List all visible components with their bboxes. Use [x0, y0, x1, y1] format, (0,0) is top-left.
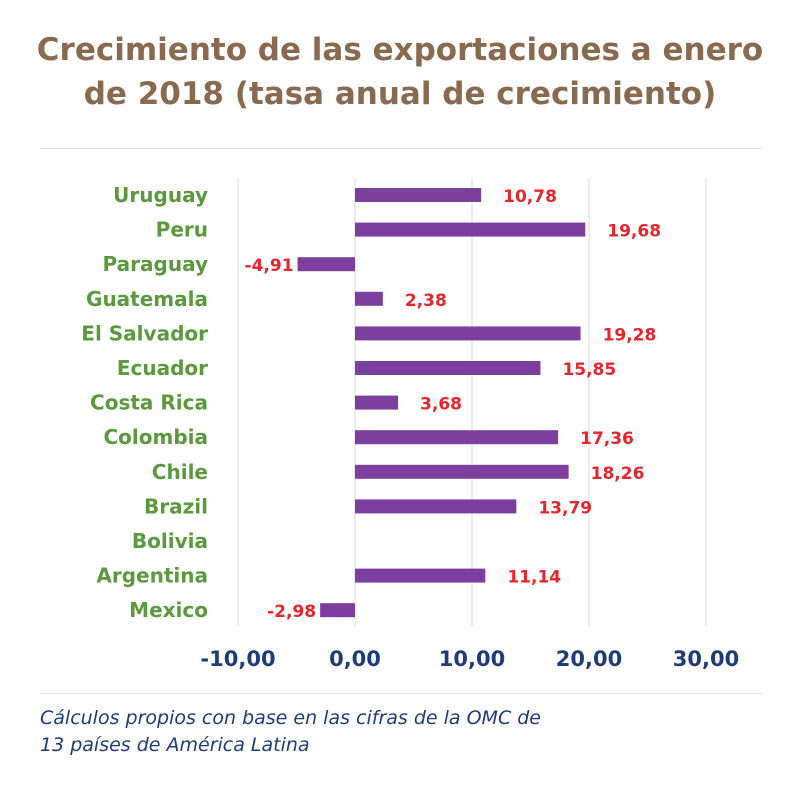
bar	[355, 568, 486, 583]
bars	[297, 188, 586, 618]
category-label: Guatemala	[86, 287, 208, 311]
top-divider	[40, 148, 762, 149]
x-tick-label: 0,00	[329, 647, 381, 671]
bar	[297, 257, 355, 272]
x-tick-label: 20,00	[556, 647, 622, 671]
category-label: Uruguay	[113, 183, 208, 207]
x-tick-label: -10,00	[200, 647, 275, 671]
data-label: 2,38	[405, 291, 447, 311]
data-label: -4,91	[245, 256, 294, 276]
category-label: Costa Rica	[90, 391, 208, 415]
data-label: -2,98	[267, 602, 316, 622]
bar	[355, 361, 541, 375]
x-tick-label: 30,00	[673, 647, 739, 671]
bar	[355, 291, 383, 306]
chart-title: Crecimiento de las exportaciones a enero…	[0, 28, 800, 116]
category-label: Colombia	[103, 425, 208, 449]
category-label: Ecuador	[117, 356, 208, 380]
bar-chart: Uruguay Peru Paraguay Guatemala El Salvador E…	[81, 178, 739, 671]
data-label: 17,36	[580, 429, 634, 449]
category-label: Mexico	[129, 598, 208, 622]
bar	[355, 499, 517, 514]
category-label: Bolivia	[132, 529, 208, 553]
category-label: Peru	[156, 218, 208, 242]
data-label: 19,28	[603, 325, 657, 345]
data-label: 15,85	[562, 360, 616, 380]
data-label: 3,68	[420, 395, 462, 415]
category-label: Brazil	[144, 494, 208, 518]
grid-lines	[237, 178, 707, 626]
bottom-divider	[40, 693, 762, 694]
bar	[355, 430, 559, 445]
bar	[355, 188, 482, 202]
value-labels: 10,78 19,68 -4,91 2,38 19,28 15,85 3,68 17,36 18…	[245, 187, 661, 622]
category-label: El Salvador	[81, 321, 208, 345]
bar	[320, 603, 355, 618]
chart-title-line-1: Crecimiento de las exportaciones a enero	[36, 32, 764, 68]
source-note-line-1: Cálculos propios con base en las cifras …	[40, 707, 541, 729]
bar	[355, 222, 586, 237]
category-labels: Uruguay Peru Paraguay Guatemala El Salvador E…	[81, 183, 208, 622]
data-label: 10,78	[503, 187, 557, 207]
category-label: Paraguay	[103, 252, 208, 276]
source-note: Cálculos propios con base en las cifras …	[40, 705, 760, 759]
bar	[355, 395, 399, 410]
data-label: 11,14	[507, 568, 561, 588]
data-label: 13,79	[538, 498, 592, 518]
category-label: Argentina	[96, 564, 208, 588]
bar	[355, 464, 569, 479]
bar	[355, 326, 581, 341]
data-label: 19,68	[607, 222, 661, 242]
source-note-line-2: 13 países de América Latina	[40, 734, 310, 756]
category-label: Chile	[152, 460, 208, 484]
x-tick-label: 10,00	[439, 647, 505, 671]
x-axis-tick-labels: -10,00 0,00 10,00 20,00 30,00	[200, 647, 739, 671]
chart-title-line-2: de 2018 (tasa anual de crecimiento)	[83, 76, 717, 112]
data-label: 18,26	[591, 464, 645, 484]
